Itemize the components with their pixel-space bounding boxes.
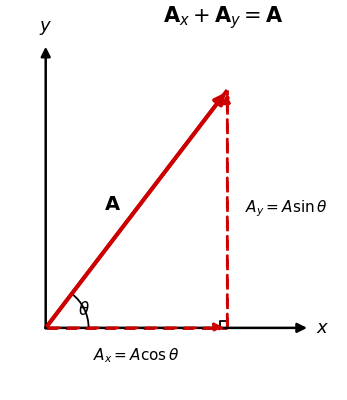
- Text: $A_y = A\sin\theta$: $A_y = A\sin\theta$: [245, 199, 328, 219]
- Text: $A_x = A\cos\theta$: $A_x = A\cos\theta$: [93, 346, 180, 365]
- Text: $\mathbf{A}_x + \mathbf{A}_y = \mathbf{A}$: $\mathbf{A}_x + \mathbf{A}_y = \mathbf{A…: [163, 4, 283, 31]
- Text: $x$: $x$: [316, 319, 330, 337]
- Text: $y$: $y$: [39, 19, 52, 37]
- Text: $\theta$: $\theta$: [78, 301, 90, 319]
- Text: $\mathbf{A}$: $\mathbf{A}$: [104, 195, 121, 214]
